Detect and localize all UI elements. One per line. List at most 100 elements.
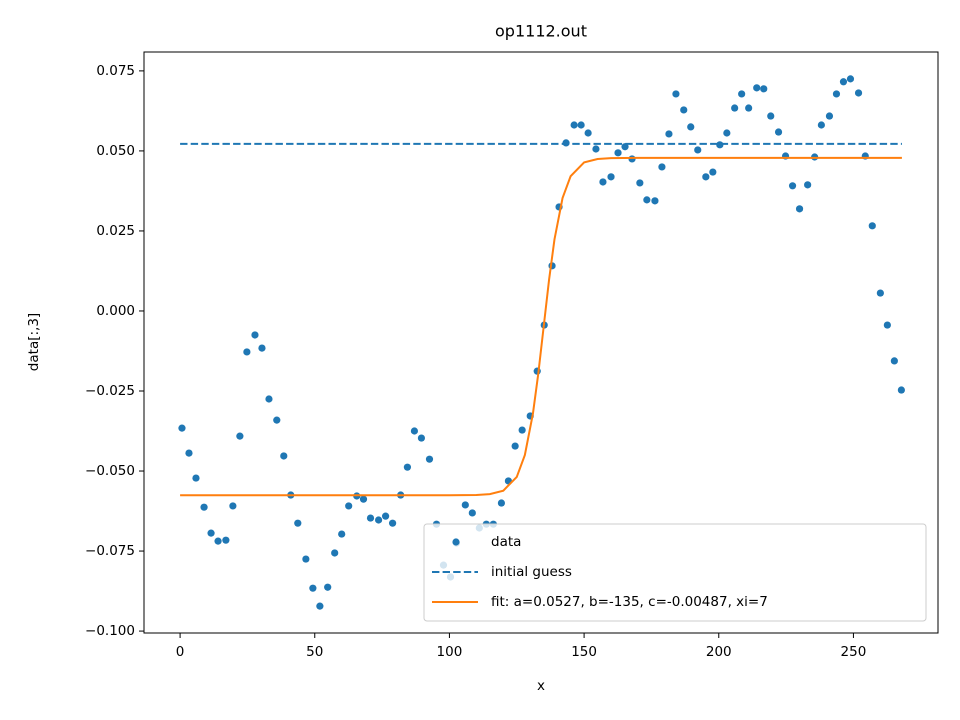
data-point <box>614 149 622 157</box>
data-point <box>636 179 644 187</box>
x-tick-label: 150 <box>571 644 597 660</box>
data-point <box>302 555 310 563</box>
data-point <box>702 173 710 181</box>
data-point <box>214 537 222 545</box>
x-tick-label: 100 <box>437 644 463 660</box>
y-axis-label: data[:,3] <box>26 313 42 371</box>
data-point <box>236 432 244 440</box>
data-point <box>185 449 193 457</box>
data-point <box>338 530 346 538</box>
data-point <box>897 386 905 394</box>
data-point <box>497 499 506 507</box>
x-tick-label: 0 <box>176 644 185 660</box>
data-point <box>468 509 476 517</box>
data-point <box>868 222 876 230</box>
data-point <box>374 516 383 524</box>
x-tick-label: 200 <box>706 644 732 660</box>
data-point <box>331 549 339 557</box>
y-tick-label: −0.075 <box>85 543 135 559</box>
data-point <box>570 121 578 129</box>
data-point <box>774 128 783 136</box>
data-point <box>665 130 673 138</box>
data-point <box>687 123 695 131</box>
data-point <box>511 442 519 450</box>
data-point <box>651 197 659 205</box>
y-tick-label: 0.050 <box>96 143 135 159</box>
data-point <box>804 181 812 189</box>
y-tick-label: −0.100 <box>85 623 135 639</box>
y-tick-label: 0.000 <box>96 303 135 319</box>
data-point <box>309 584 317 592</box>
data-point <box>461 501 469 509</box>
data-point <box>417 434 426 442</box>
data-point <box>767 112 775 120</box>
data-point <box>658 163 666 171</box>
data-point <box>316 602 324 610</box>
data-point <box>178 424 186 432</box>
data-point <box>621 143 629 151</box>
data-point <box>192 474 200 482</box>
data-point <box>709 168 717 176</box>
x-axis-label: x <box>537 678 545 694</box>
data-point <box>854 89 863 97</box>
data-point <box>222 536 230 544</box>
chart-title: op1112.out <box>495 22 587 41</box>
y-tick-label: 0.025 <box>96 223 135 239</box>
data-point <box>258 344 266 352</box>
data-point <box>381 512 390 520</box>
data-point <box>795 205 804 213</box>
y-tick-label: −0.025 <box>85 383 135 399</box>
y-tick-label: 0.075 <box>96 63 135 79</box>
legend-box <box>423 523 927 622</box>
data-point <box>672 90 680 98</box>
data-point <box>265 395 273 403</box>
data-point <box>643 196 651 204</box>
data-point <box>388 519 397 527</box>
x-tick-label: 50 <box>306 644 323 660</box>
data-point <box>403 463 412 471</box>
line <box>180 156 902 497</box>
data-point <box>251 331 259 339</box>
legend-label: fit: a=0.0527, b=-135, c=-0.00487, xi=7 <box>491 594 768 610</box>
data-point <box>207 529 215 537</box>
data-point <box>273 416 281 424</box>
data-point <box>745 104 753 112</box>
data-point <box>410 427 419 435</box>
legend-label: data <box>491 534 521 550</box>
legend-label: initial guess <box>491 564 572 580</box>
data-point <box>359 495 368 503</box>
data-point <box>723 129 731 137</box>
data-point <box>592 145 600 153</box>
y-tick-label: −0.050 <box>85 463 135 479</box>
data-point <box>584 129 592 137</box>
data-point <box>577 121 585 129</box>
data-point <box>425 455 434 463</box>
data-point <box>788 182 797 190</box>
data-point <box>738 90 746 98</box>
data-point <box>607 173 615 181</box>
legend-marker <box>452 538 460 546</box>
data-point <box>200 503 208 511</box>
data-point <box>366 514 375 522</box>
data-point <box>817 121 825 129</box>
data-point <box>694 146 702 154</box>
data-point <box>832 90 841 98</box>
data-point <box>229 502 237 510</box>
data-point <box>243 348 251 356</box>
data-point <box>731 104 739 112</box>
data-point <box>294 519 302 527</box>
data-point <box>876 289 884 297</box>
data-point <box>599 178 607 186</box>
data-point <box>753 84 761 92</box>
data-point <box>324 583 332 591</box>
data-point <box>890 357 898 365</box>
data-point <box>680 106 688 114</box>
data-point <box>839 78 848 86</box>
plot-frame <box>143 51 939 634</box>
data-point <box>345 502 353 510</box>
data-point <box>280 452 288 460</box>
data-point <box>760 85 768 93</box>
x-tick-label: 250 <box>841 644 867 660</box>
data-point <box>883 321 891 329</box>
